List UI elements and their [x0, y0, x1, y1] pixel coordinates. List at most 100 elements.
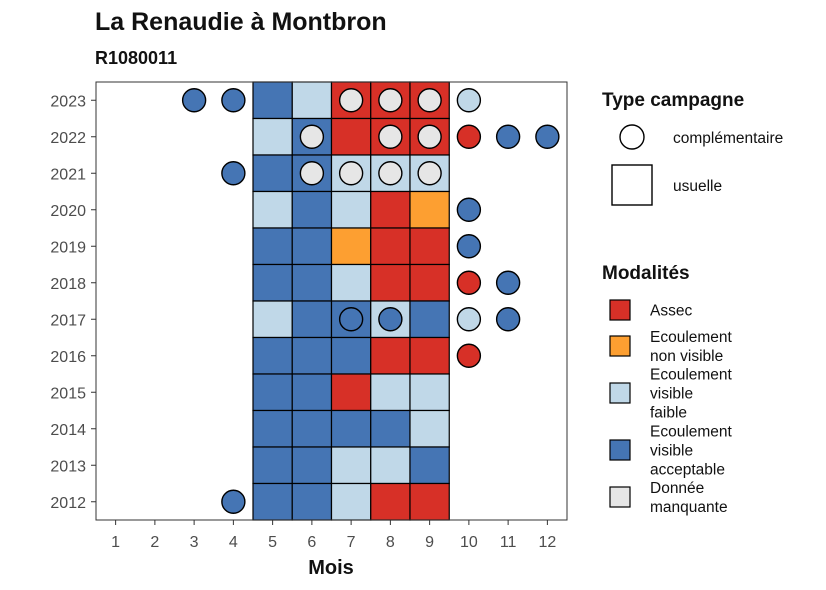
tile-2019-9 [409, 227, 450, 266]
y-tick-label: 2015 [50, 385, 86, 402]
x-tick-label: 3 [190, 534, 199, 551]
point-2023-3 [181, 88, 207, 113]
x-tick-label: 11 [500, 534, 517, 551]
tile-2014-6 [291, 409, 333, 448]
y-tick-label: 2023 [50, 93, 86, 110]
tile-2014-8 [370, 409, 411, 448]
tile-2020-5 [252, 190, 293, 229]
x-tick-label: 8 [386, 534, 395, 551]
tile-2022-5 [252, 117, 293, 156]
x-tick-label: 6 [307, 534, 316, 551]
y-tick-label: 2018 [50, 276, 86, 293]
legend-label-manquante: Donnée manquante [650, 480, 728, 516]
point-2022-9 [417, 124, 442, 149]
x-tick-label: 2 [150, 534, 159, 551]
y-axis: 2012 2013 2014 2015 2016 2017 2018 2019 2020 2021… [50, 93, 96, 512]
tile-2023-5 [252, 81, 293, 120]
tile-2017-6 [291, 300, 333, 339]
tile-2012-9 [409, 482, 450, 521]
legend-label-non_visible: Ecoulement non visible [650, 329, 733, 365]
point-2019-10 [456, 234, 482, 259]
x-axis-label: Mois [308, 557, 354, 579]
point-2020-10 [456, 197, 482, 222]
tile-2018-6 [291, 263, 333, 302]
x-tick-label: 10 [460, 534, 478, 551]
legend-swatch-faible [609, 382, 631, 404]
point-2023-8 [378, 88, 403, 113]
y-tick-label: 2017 [50, 312, 86, 329]
tile-2014-5 [252, 409, 293, 448]
tile-2019-5 [252, 227, 293, 266]
legend-usuelle-symbol [611, 164, 653, 206]
point-2022-10 [456, 124, 482, 149]
tile-2018-7 [330, 263, 372, 302]
tile-2017-9 [409, 300, 450, 339]
point-2022-8 [378, 124, 403, 149]
tile-2019-7 [330, 227, 372, 266]
point-2023-10 [456, 88, 482, 113]
tile-2013-8 [370, 446, 411, 485]
tile-2016-9 [409, 336, 450, 375]
point-2018-11 [495, 270, 521, 295]
tile-2018-5 [252, 263, 293, 302]
tile-2022-7 [330, 117, 372, 156]
x-tick-label: 1 [111, 534, 120, 551]
tile-2012-6 [291, 482, 333, 521]
tile-2017-5 [252, 300, 293, 339]
legend-swatch-acceptable [609, 439, 631, 461]
y-tick-label: 2012 [50, 495, 86, 512]
tile-2012-5 [252, 482, 293, 521]
point-2016-10 [456, 343, 482, 368]
y-tick-label: 2019 [50, 239, 86, 256]
tile-2018-9 [409, 263, 450, 302]
tile-2018-8 [370, 263, 411, 302]
y-tick-label: 2016 [50, 349, 86, 366]
point-2021-8 [378, 161, 403, 186]
y-tick-label: 2022 [50, 130, 86, 147]
tile-2016-7 [330, 336, 372, 375]
tile-2015-9 [409, 373, 450, 412]
legend-label-assec: Assec [650, 303, 692, 320]
tile-2020-9 [409, 190, 450, 229]
tile-2015-5 [252, 373, 293, 412]
legend-complementaire-label: complémentaire [673, 130, 783, 147]
tile-2015-7 [330, 373, 372, 412]
point-2018-10 [456, 270, 482, 295]
tile-2020-6 [291, 190, 333, 229]
tile-2016-6 [291, 336, 333, 375]
complementaire-points [181, 88, 560, 514]
tile-2013-6 [291, 446, 333, 485]
tile-2014-9 [409, 409, 450, 448]
point-2022-11 [495, 124, 521, 149]
y-tick-label: 2014 [50, 422, 86, 439]
tile-2012-8 [370, 482, 411, 521]
x-tick-label: 7 [347, 534, 356, 551]
tile-2021-5 [252, 154, 293, 193]
point-2022-12 [535, 124, 560, 149]
legend-swatch-non_visible [609, 335, 631, 357]
x-tick-label: 4 [229, 534, 238, 551]
y-tick-label: 2020 [50, 203, 86, 220]
legend-label-acceptable: Ecoulement visible acceptable [650, 424, 733, 479]
x-axis: 1 2 3 4 5 6 7 8 9 10 11 12 [111, 520, 556, 551]
tile-2012-7 [330, 482, 372, 521]
tile-2023-6 [291, 81, 333, 120]
point-2012-4 [221, 489, 246, 514]
x-tick-label: 5 [268, 534, 277, 551]
chart-title: La Renaudie à Montbron [95, 8, 387, 36]
tile-2016-8 [370, 336, 411, 375]
legend-swatch-manquante [609, 486, 631, 508]
chart-subtitle: R1080011 [95, 48, 177, 68]
point-2023-7 [338, 88, 364, 113]
point-2023-4 [221, 88, 246, 113]
point-2017-10 [456, 307, 482, 332]
x-tick-label: 9 [425, 534, 434, 551]
legend-campagne: Type campagne complémentaire usuelle [602, 90, 783, 206]
point-2021-6 [299, 161, 325, 186]
point-2021-9 [417, 161, 442, 186]
legend-campagne-title: Type campagne [602, 90, 744, 111]
tile-2015-8 [370, 373, 411, 412]
tile-2013-5 [252, 446, 293, 485]
